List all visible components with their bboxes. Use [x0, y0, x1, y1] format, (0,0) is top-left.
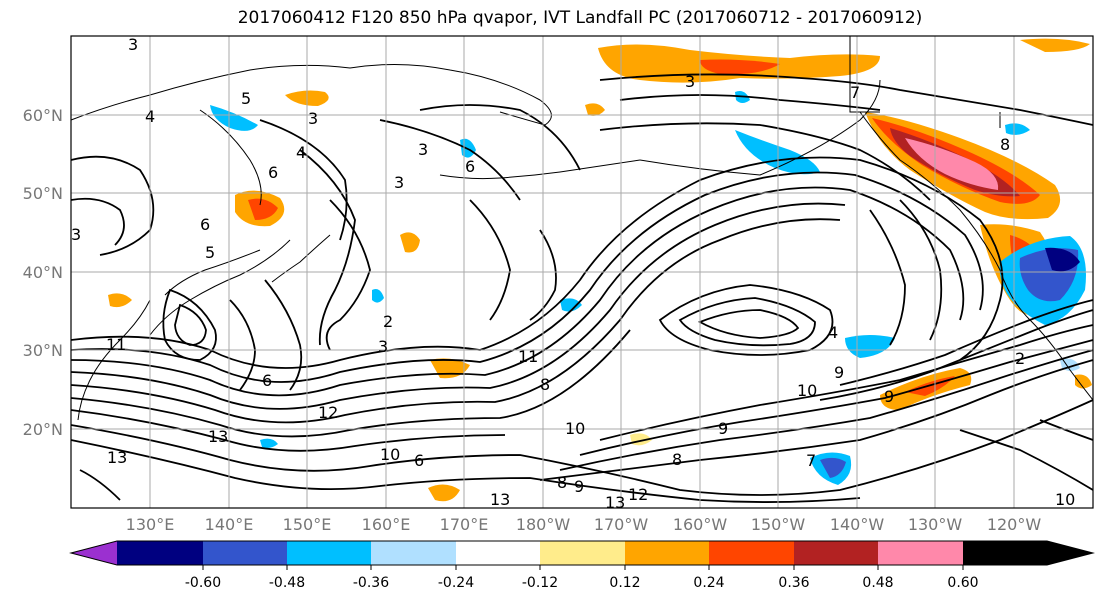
lon-tick: 160°W — [673, 515, 728, 534]
contour-label: 10 — [797, 381, 817, 400]
colorbar-tick-label: 0.60 — [947, 575, 978, 591]
contour-label: 3 — [418, 140, 428, 159]
colorbar-tick-label: -0.24 — [438, 575, 474, 591]
lon-tick: 130°W — [908, 515, 963, 534]
contour-label: 13 — [107, 448, 127, 467]
contour-label: 12 — [318, 403, 338, 422]
contour-label: 3 — [308, 109, 318, 128]
contour-label: 10 — [1055, 490, 1075, 509]
contour-label: 6 — [268, 163, 278, 182]
contour-label: 8 — [1000, 135, 1010, 154]
lat-tick: 30°N — [23, 341, 63, 360]
lon-tick: 140°E — [205, 515, 254, 534]
contour-label: 13 — [208, 427, 228, 446]
lon-tick: 140°W — [830, 515, 885, 534]
contour-label: 6 — [465, 157, 475, 176]
lon-tick: 120°W — [987, 515, 1042, 534]
colorbar-swatch — [878, 541, 963, 565]
colorbar-swatch-left-arrow — [71, 541, 117, 565]
contour-label: 3 — [685, 72, 695, 91]
map-title: 2017060412 F120 850 hPa qvapor, IVT Land… — [237, 8, 923, 28]
contour-label: 6 — [200, 215, 210, 234]
contour-label: 2 — [1015, 349, 1025, 368]
lat-tick: 50°N — [23, 184, 63, 203]
colorbar-swatch — [371, 541, 456, 565]
lat-tick: 40°N — [23, 263, 63, 282]
colorbar-tick-label: 0.12 — [609, 575, 640, 591]
map-frame — [70, 35, 1094, 509]
colorbar-outline — [69, 540, 1095, 566]
colorbar-tick-label: -0.36 — [353, 575, 389, 591]
colorbar-tick-label: 0.48 — [862, 575, 893, 591]
contour-label: 11 — [518, 347, 538, 366]
graticule — [71, 36, 1093, 508]
contour-label: 3 — [394, 173, 404, 192]
colorbar: -0.60 -0.48 -0.36 -0.24 -0.12 0.12 0.24 … — [69, 540, 1095, 591]
colorbar-tick-label: -0.12 — [522, 575, 558, 591]
colorbar-swatch — [203, 541, 287, 565]
contour-label: 13 — [490, 490, 510, 509]
lat-tick: 20°N — [23, 420, 63, 439]
contour-label: 13 — [605, 493, 625, 512]
colorbar-swatch-right-arrow — [963, 541, 1093, 565]
contour-label: 11 — [106, 335, 126, 354]
longitude-ticks: 130°E 140°E 150°E 160°E 170°E 180°W 170°… — [126, 515, 1042, 534]
colorbar-tick-label: -0.48 — [269, 575, 305, 591]
contour-label: 4 — [296, 143, 306, 162]
contour-label: 9 — [884, 387, 894, 406]
lon-tick: 150°W — [751, 515, 806, 534]
contour-label: 8 — [557, 473, 567, 492]
colorbar-tick-label: 0.24 — [693, 575, 724, 591]
contour-label: 9 — [718, 419, 728, 438]
colorbar-swatch — [540, 541, 625, 565]
latitude-ticks: 60°N 50°N 40°N 30°N 20°N — [23, 106, 63, 439]
colorbar-swatch — [794, 541, 878, 565]
colorbar-tick-label: 0.36 — [778, 575, 809, 591]
colorbar-swatch — [625, 541, 709, 565]
contour-label: 2 — [383, 312, 393, 331]
colorbar-tick-label: -0.60 — [185, 575, 221, 591]
lon-tick: 180°W — [516, 515, 571, 534]
contour-label: 10 — [380, 445, 400, 464]
contour-label: 12 — [628, 485, 648, 504]
lat-tick: 60°N — [23, 106, 63, 125]
colorbar-swatch — [709, 541, 794, 565]
lon-tick: 170°E — [440, 515, 489, 534]
contour-label: 6 — [414, 451, 424, 470]
coastlines — [70, 36, 1094, 421]
contour-label: 4 — [145, 107, 155, 126]
contour-label: 5 — [241, 89, 251, 108]
colorbar-swatch — [456, 541, 540, 565]
lon-tick: 160°E — [362, 515, 411, 534]
contour-label: 9 — [834, 363, 844, 382]
colorbar-swatch — [287, 541, 371, 565]
colorbar-tick-marks — [202, 565, 964, 570]
ivt-contours — [70, 73, 1094, 503]
contour-label: 4 — [828, 323, 838, 342]
colorbar-swatch — [117, 541, 203, 565]
contour-label: 3 — [128, 35, 138, 54]
contour-label: 3 — [71, 225, 81, 244]
contour-label: 7 — [806, 451, 816, 470]
contour-labels: 3 4 3 4 5 6 6 3 3 3 5 7 6 3 8 2 3 11 6 1… — [71, 35, 1075, 512]
lon-tick: 150°E — [283, 515, 332, 534]
contour-label: 10 — [565, 419, 585, 438]
contour-label: 5 — [205, 243, 215, 262]
contour-label: 7 — [850, 83, 860, 102]
contour-label: 8 — [672, 450, 682, 469]
contour-label: 8 — [540, 375, 550, 394]
lon-tick: 130°E — [126, 515, 175, 534]
lon-tick: 170°W — [594, 515, 649, 534]
contour-label: 6 — [262, 371, 272, 390]
contour-label: 9 — [574, 477, 584, 496]
contour-label: 3 — [378, 337, 388, 356]
